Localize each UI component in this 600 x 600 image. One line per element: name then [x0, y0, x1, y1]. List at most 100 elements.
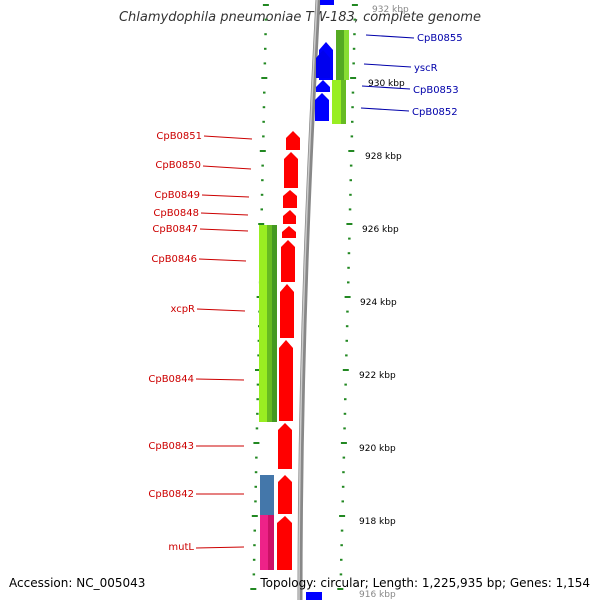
gene-label-cpb0848[interactable]: CpB0848: [153, 208, 199, 219]
gene-leader-line: [199, 228, 249, 232]
gene-leader-line: [195, 378, 245, 381]
left-tick-mark: [262, 120, 265, 123]
left-tick-mark: [251, 515, 258, 517]
right-tick-mark: [339, 515, 346, 517]
right-tick-mark: [347, 281, 350, 284]
gene-cpb0848[interactable]: [283, 210, 296, 224]
gene-xcpr[interactable]: [280, 284, 294, 338]
cog-bar-left-steel: [260, 475, 274, 515]
gene-leader-line: [201, 194, 250, 198]
gene-yscr[interactable]: [316, 50, 330, 78]
right-tick-mark: [337, 588, 344, 590]
right-tick-mark: [348, 237, 351, 240]
gene-leader-line: [195, 546, 245, 549]
right-tick-mark: [340, 544, 343, 547]
left-tick-mark: [250, 588, 257, 590]
gene-cpb0847[interactable]: [282, 226, 296, 238]
gene-mutl[interactable]: [277, 516, 292, 570]
left-tick-mark: [253, 544, 256, 547]
right-tick-mark: [353, 33, 356, 36]
right-tick-mark: [352, 47, 356, 50]
cog-bar-right-lime-dark: [341, 80, 346, 124]
left-tick-mark: [262, 106, 266, 109]
gene-label-cpb0842[interactable]: CpB0842: [148, 489, 194, 500]
gene-label-cpb0850[interactable]: CpB0850: [155, 160, 201, 171]
right-tick-mark: [340, 558, 343, 561]
right-tick-mark: [347, 266, 350, 269]
scale-label: 928 kbp: [365, 152, 402, 162]
gene-cpb0850[interactable]: [284, 152, 298, 188]
gene-leader-line: [363, 63, 412, 68]
gene-leader-line: [203, 135, 253, 140]
scale-label: 922 kbp: [359, 371, 396, 381]
gene-label-cpb0847[interactable]: CpB0847: [152, 224, 198, 235]
left-gene-labels: CpB0851 CpB0850 CpB0849 CpB0848 CpB0847 …: [148, 131, 253, 553]
left-tick-mark: [261, 77, 268, 79]
gene-label-cpb0844[interactable]: CpB0844: [148, 374, 194, 385]
left-tick-mark: [255, 369, 261, 371]
right-tick-mark: [339, 573, 343, 576]
right-tick-mark: [350, 77, 357, 79]
gene-leader-line: [360, 107, 410, 112]
gene-cpb0843[interactable]: [278, 423, 292, 469]
right-tick-mark: [351, 91, 355, 94]
scale-label: 916 kbp: [359, 590, 396, 600]
left-tick-mark: [263, 62, 267, 65]
right-tick-mark: [345, 325, 349, 328]
gene-leader-line: [198, 258, 247, 262]
scale-label: 932 kbp: [372, 5, 409, 15]
right-tick-mark: [341, 485, 345, 488]
gene-bottom-reverse[interactable]: [306, 592, 322, 600]
cog-bar-right-green: [336, 30, 344, 80]
left-tick-mark: [261, 164, 264, 167]
right-tick-mark: [344, 296, 351, 298]
gene-cpb0842[interactable]: [278, 475, 292, 514]
gene-cpb0855-top[interactable]: [320, 0, 334, 5]
right-tick-mark: [345, 339, 348, 342]
gene-label-mutl[interactable]: mutL: [168, 542, 194, 553]
right-tick-mark: [351, 120, 354, 123]
left-tick-mark: [257, 339, 261, 342]
gene-cpb0853[interactable]: [316, 80, 330, 92]
genome-summary-text: Topology: circular; Length: 1,225,935 bp…: [260, 576, 590, 590]
gene-cpb0849[interactable]: [283, 190, 297, 208]
right-tick-mark: [340, 442, 347, 444]
right-tick-mark: [350, 135, 354, 138]
right-tick-mark: [341, 500, 344, 503]
gene-leader-line: [365, 34, 415, 39]
gene-label-cpb0855[interactable]: CpB0855: [417, 33, 463, 44]
left-tick-mark: [255, 427, 259, 430]
left-tick-mark: [258, 223, 265, 225]
gene-cpb0844[interactable]: [279, 340, 293, 421]
right-cog-track: [332, 30, 349, 124]
right-gene-labels: CpB0855 yscR CpB0853 CpB0852: [360, 33, 463, 118]
genome-backbone: [297, 0, 321, 600]
gene-label-cpb0849[interactable]: CpB0849: [154, 190, 200, 201]
gene-label-cpb0846[interactable]: CpB0846: [151, 254, 197, 265]
right-tick-mark: [343, 412, 347, 415]
left-tick-mark: [254, 500, 257, 503]
gene-label-cpb0852[interactable]: CpB0852: [412, 107, 458, 118]
left-tick-mark: [254, 471, 258, 474]
gene-cpb0852[interactable]: [315, 93, 329, 121]
right-tick-mark: [348, 208, 352, 211]
gene-leader-line: [202, 165, 252, 170]
gene-label-xcpr[interactable]: xcpR: [170, 304, 195, 315]
gene-cpb0851[interactable]: [286, 131, 300, 150]
gene-cpb0846[interactable]: [281, 240, 295, 282]
gene-label-cpb0853[interactable]: CpB0853: [413, 85, 459, 96]
cog-bar-right-green-light: [344, 30, 349, 80]
left-tick-mark: [263, 91, 266, 94]
gene-label-yscr[interactable]: yscR: [414, 63, 438, 74]
accession-text: Accession: NC_005043: [9, 576, 146, 590]
right-tick-mark: [344, 383, 347, 386]
left-tick-mark: [262, 4, 269, 6]
cog-bar-left-pink-dark: [268, 515, 274, 570]
scale-label: 924 kbp: [360, 298, 397, 308]
right-tick-mark: [351, 4, 358, 6]
cog-bar-left-green: [267, 225, 272, 422]
gene-label-cpb0843[interactable]: CpB0843: [148, 441, 194, 452]
left-tick-mark: [259, 150, 266, 152]
gene-label-cpb0851[interactable]: CpB0851: [156, 131, 202, 142]
left-tick-mark: [255, 456, 258, 459]
